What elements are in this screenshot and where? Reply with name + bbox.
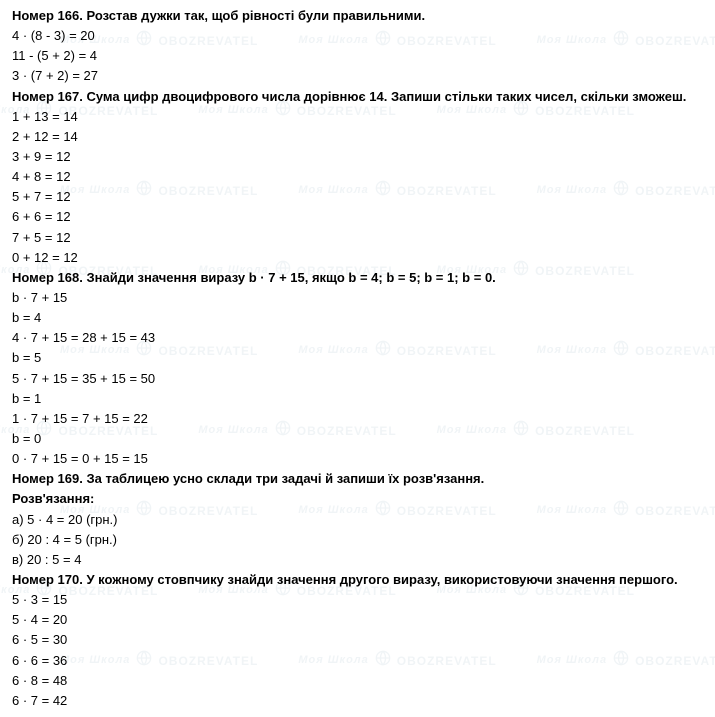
problem-line: 6 + 6 = 12 xyxy=(12,207,703,227)
problem-line: б) 20 : 4 = 5 (грн.) xyxy=(12,530,703,550)
problem-heading: Номер 167. Сума цифр двоцифрового числа … xyxy=(12,87,703,107)
problem-line: 11 - (5 + 2) = 4 xyxy=(12,46,703,66)
problem-line: 6 · 6 = 36 xyxy=(12,651,703,671)
problem-line: 6 · 5 = 30 xyxy=(12,630,703,650)
problem-line: b = 5 xyxy=(12,348,703,368)
problem-line: b · 7 + 15 xyxy=(12,288,703,308)
problem-line: 5 · 3 = 15 xyxy=(12,590,703,610)
problem-heading: Номер 169. За таблицею усно склади три з… xyxy=(12,469,703,489)
problem-heading: Номер 168. Знайди значення виразу b · 7 … xyxy=(12,268,703,288)
problem-line: в) 20 : 5 = 4 xyxy=(12,550,703,570)
problem-line: b = 0 xyxy=(12,429,703,449)
problem-line: 6 · 7 = 42 xyxy=(12,691,703,711)
problem-line: b = 4 xyxy=(12,308,703,328)
problem-line: 3 · (7 + 2) = 27 xyxy=(12,66,703,86)
problem-line: 5 + 7 = 12 xyxy=(12,187,703,207)
document-content: Номер 166. Розстав дужки так, щоб рівнос… xyxy=(12,6,703,711)
problem-line: 1 · 7 + 15 = 7 + 15 = 22 xyxy=(12,409,703,429)
problem-heading: Номер 166. Розстав дужки так, щоб рівнос… xyxy=(12,6,703,26)
problem-line: а) 5 · 4 = 20 (грн.) xyxy=(12,510,703,530)
problem-line: 5 · 7 + 15 = 35 + 15 = 50 xyxy=(12,369,703,389)
problem-line: 4 · 7 + 15 = 28 + 15 = 43 xyxy=(12,328,703,348)
problem-line: 0 · 7 + 15 = 0 + 15 = 15 xyxy=(12,449,703,469)
problem-line: 2 + 12 = 14 xyxy=(12,127,703,147)
problem-line: 3 + 9 = 12 xyxy=(12,147,703,167)
problem-line: 4 · (8 - 3) = 20 xyxy=(12,26,703,46)
problem-line: 6 · 8 = 48 xyxy=(12,671,703,691)
problem-line: 5 · 4 = 20 xyxy=(12,610,703,630)
problem-heading: Номер 170. У кожному стовпчику знайди зн… xyxy=(12,570,703,590)
problem-line: b = 1 xyxy=(12,389,703,409)
problem-line: 0 + 12 = 12 xyxy=(12,248,703,268)
problem-line: 1 + 13 = 14 xyxy=(12,107,703,127)
problem-line: 4 + 8 = 12 xyxy=(12,167,703,187)
problem-line: Розв'язання: xyxy=(12,489,703,509)
problem-line: 7 + 5 = 12 xyxy=(12,228,703,248)
